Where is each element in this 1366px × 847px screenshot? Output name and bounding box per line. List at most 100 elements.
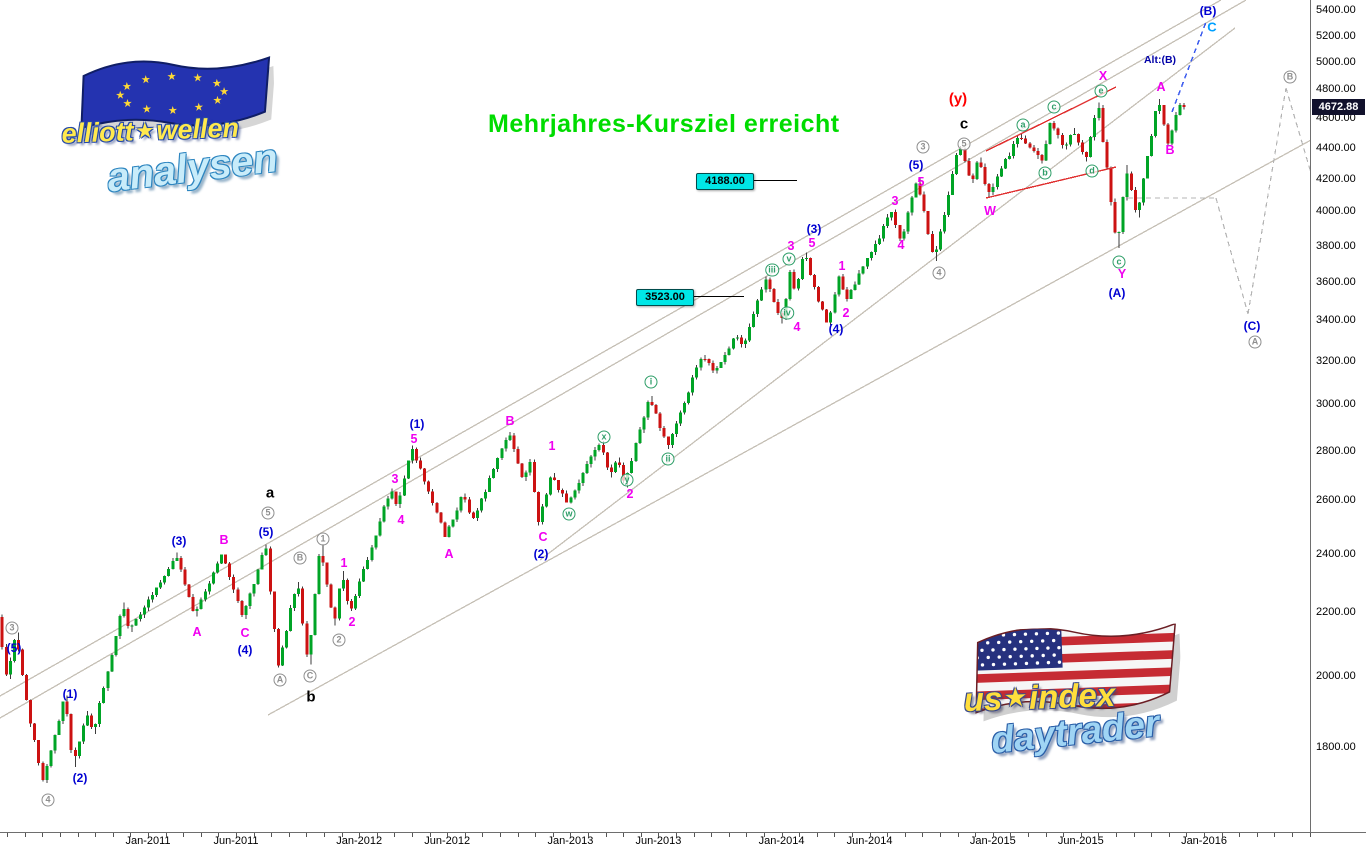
candle-up [886,217,890,226]
x-axis-tick [1010,833,1012,837]
candle-up [959,149,963,156]
wave-label: 3 [5,621,19,635]
wave-label: C [1207,19,1217,35]
candle-down [236,589,240,602]
x-axis-tick [1221,833,1223,837]
candle-up [455,510,459,520]
candle-up [504,439,508,449]
svg-text:★: ★ [141,74,151,86]
candle-up [106,671,110,689]
candle-up [81,725,85,742]
candle-up [906,212,910,232]
wave-label: Alt:(B) [1143,53,1177,66]
candle-down [622,464,626,481]
candle-up [374,535,378,548]
candle-down [427,481,431,492]
candle-up [1170,130,1174,144]
candle-down [333,607,337,619]
projection-dashed-line-blue [1171,21,1207,113]
candle-down [1101,108,1105,142]
candle-up [634,443,638,462]
candle-down [703,358,707,360]
wave-label: B [219,532,229,547]
candle-down [183,569,187,585]
candle-up [280,647,284,666]
x-axis-label: Jan-2011 [125,835,171,847]
price-target-label: 3523.00 [645,291,685,304]
candle-up [1125,173,1129,198]
candle-up [138,614,142,619]
candle-down [609,467,613,472]
candle-up [134,618,138,626]
candle-down [1028,143,1032,148]
candle-down [69,713,73,751]
wave-label: A [192,624,202,639]
wave-label: B [293,551,307,565]
wave-label: 1 [548,438,556,453]
projection-dashed-line [1247,87,1287,315]
x-axis-tick [1292,833,1293,837]
candle-down [662,428,666,437]
candle-up [902,231,906,239]
candle-down [439,512,443,523]
candle-down [272,591,276,629]
candle-up [760,289,764,301]
candle-up [727,348,731,355]
wave-label: e [1094,84,1108,98]
candle-up [195,609,199,611]
candle-down [329,584,333,608]
x-axis-tick [429,833,431,837]
chart-plot-area[interactable]: Mehrjahres-Kursziel erreicht 3 (5) (1) (2) 4… [0,0,1310,832]
candle-down [1032,147,1036,151]
candle-up [492,468,496,478]
wave-label: (1) [409,417,425,431]
candle-up [1141,178,1145,203]
price-target-flag[interactable]: 4188.00 [696,172,754,190]
x-axis-tick [535,833,537,837]
candle-up [1003,158,1007,169]
candle-up [289,607,293,632]
y-axis-label: 2800.00 [1316,444,1356,457]
candle-up [731,338,735,349]
candle-up [882,225,886,239]
y-axis-label: 3000.00 [1316,398,1356,411]
candle-up [1093,117,1097,138]
candle-up [8,660,12,675]
candle-up [1174,115,1178,131]
candle-up [1097,108,1101,118]
candle-up [175,558,179,561]
x-axis-label: Jun-2015 [1057,835,1104,847]
x-axis-tick [711,833,713,837]
x-axis-tick [852,833,853,837]
x-axis-tick [781,833,783,837]
candle-down [845,289,849,299]
candle-up [1048,123,1052,144]
x-axis-tick [218,833,220,837]
x-axis-label: Jan-2012 [336,835,383,847]
x-axis-tick [112,833,114,837]
candle-up [77,741,81,757]
price-target-flag[interactable]: 3523.00 [636,288,694,306]
svg-text:★: ★ [142,103,152,115]
candle-up [341,580,345,589]
candle-up [687,392,691,403]
candle-up [1154,111,1158,136]
candle-up [914,183,918,198]
candle-down [817,286,821,302]
wave-label: A [273,673,287,687]
candle-up [743,340,747,345]
wave-label: 2 [842,305,850,320]
candle-up [49,750,53,767]
candle-down [979,162,983,167]
wave-label: 4 [897,237,905,252]
x-axis-tick [957,833,959,837]
candle-up [382,506,386,522]
candle-up [833,294,837,313]
y-axis-label: 3200.00 [1316,355,1356,367]
candle-down [191,597,195,611]
candle-up [853,284,857,291]
candle-down [532,462,536,492]
trendline [267,139,1310,716]
wave-label: (3) [806,222,822,236]
x-axis-tick [588,833,589,837]
